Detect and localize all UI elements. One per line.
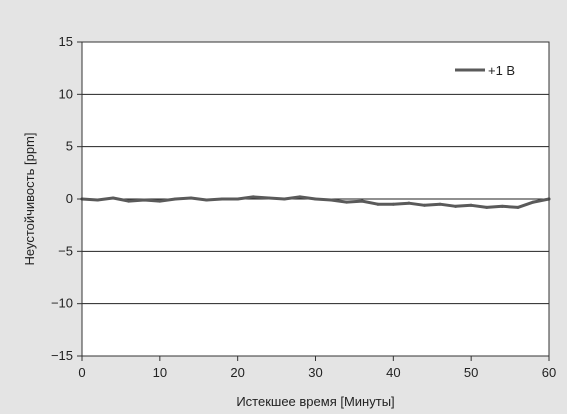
- data-point: [142, 198, 146, 202]
- y-tick-label: 15: [59, 34, 73, 49]
- data-point: [438, 202, 442, 206]
- y-axis-label: Неустойчивость [ppm]: [22, 132, 37, 265]
- data-point: [173, 197, 177, 201]
- data-point: [407, 201, 411, 205]
- data-point: [236, 197, 240, 201]
- data-point: [96, 198, 100, 202]
- series-layer: [80, 195, 551, 209]
- x-axis-label: Истекшее время [Минуты]: [236, 394, 394, 409]
- data-point: [391, 202, 395, 206]
- plot-border: [81, 41, 550, 357]
- y-tick-label: −15: [51, 348, 73, 363]
- data-point: [345, 200, 349, 204]
- data-point: [298, 195, 302, 199]
- data-point: [485, 205, 489, 209]
- x-tick-label: 60: [542, 365, 556, 380]
- data-point: [251, 195, 255, 199]
- data-point: [516, 205, 520, 209]
- data-point: [220, 197, 224, 201]
- data-point: [500, 204, 504, 208]
- y-tick-label: 10: [59, 86, 73, 101]
- data-point: [111, 196, 115, 200]
- x-tick-label: 0: [78, 365, 85, 380]
- x-tick-label: 40: [386, 365, 400, 380]
- data-point: [127, 199, 131, 203]
- legend: +1 В: [455, 63, 515, 78]
- data-point: [376, 202, 380, 206]
- data-point: [454, 204, 458, 208]
- data-point: [189, 196, 193, 200]
- legend-label: +1 В: [488, 63, 515, 78]
- x-tick-label: 30: [308, 365, 322, 380]
- data-point: [314, 197, 317, 201]
- data-point: [329, 198, 333, 202]
- y-tick-label: 5: [66, 139, 73, 154]
- data-point: [531, 200, 535, 204]
- data-point: [205, 198, 209, 202]
- y-tick-label: 0: [66, 191, 73, 206]
- x-tick-label: 50: [464, 365, 478, 380]
- y-tick-label: −10: [51, 296, 73, 311]
- data-point: [360, 199, 364, 203]
- data-point: [158, 199, 162, 203]
- y-tick-label: −5: [58, 243, 73, 258]
- data-point: [267, 196, 271, 200]
- data-point: [282, 197, 286, 201]
- data-point: [422, 203, 426, 207]
- x-tick-label: 10: [153, 365, 167, 380]
- x-tick-label: 20: [230, 365, 244, 380]
- data-point: [469, 203, 473, 207]
